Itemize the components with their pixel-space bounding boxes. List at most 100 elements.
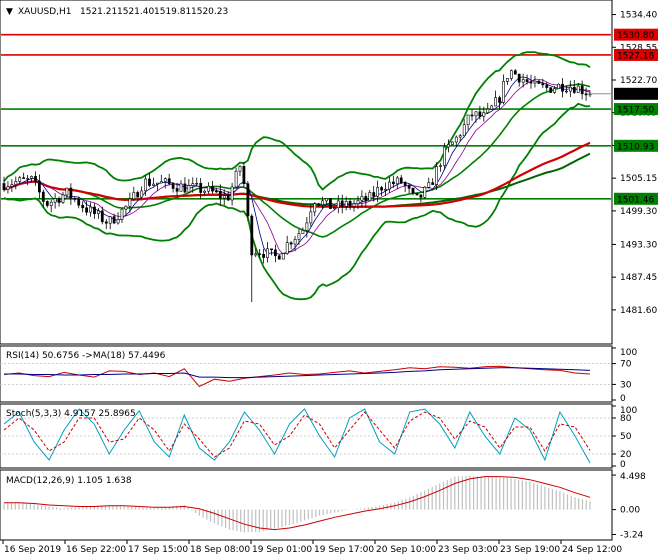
candle-body — [533, 80, 537, 84]
candle-body — [93, 206, 96, 214]
candle-body — [387, 181, 391, 190]
stoch-signal-line — [3, 411, 591, 458]
candle-body — [541, 83, 545, 86]
time-tick-label: 23 Sep 03:00 — [438, 545, 498, 555]
candle-body — [443, 146, 446, 166]
stoch-main-line — [3, 408, 591, 464]
candle-body — [144, 178, 148, 192]
rsi-label: RSI(14) 50.6756 ->MA(18) 57.4496 — [6, 351, 166, 361]
candle-body — [187, 185, 191, 193]
candle-body — [195, 183, 199, 185]
candle-body — [490, 105, 494, 110]
candle-body — [270, 248, 273, 251]
level-tag-label: 1530.80 — [617, 31, 654, 41]
candle-body — [564, 90, 568, 93]
candle-body — [509, 70, 513, 79]
price-tick-label: 1505.15 — [620, 174, 657, 184]
candle-body — [328, 198, 332, 209]
candle-body — [211, 186, 214, 192]
candle-body — [498, 97, 502, 103]
candle-body — [97, 210, 100, 214]
candle-body — [234, 170, 238, 188]
candle-body — [132, 192, 136, 200]
macd-tick-label: 4.498 — [620, 472, 646, 482]
candle-body — [494, 97, 498, 107]
candle-body — [576, 85, 580, 93]
rsi-ma-line — [4, 367, 591, 379]
candle-body — [140, 190, 144, 198]
level-tag-label: 1510.93 — [617, 142, 654, 152]
candle-body — [124, 205, 128, 210]
level-tag-red — [614, 48, 658, 61]
candle-body — [191, 183, 195, 186]
rsi-tick-label: 70 — [620, 360, 632, 370]
time-tick-label: 19 Sep 01:00 — [252, 545, 312, 555]
candle-body — [372, 192, 376, 197]
candle-body — [419, 194, 423, 198]
candle-body — [128, 198, 132, 207]
candle-body — [502, 81, 505, 103]
candle-body — [171, 183, 175, 189]
stoch-tick-label: 80 — [620, 414, 632, 424]
time-tick-label: 20 Sep 10:00 — [376, 545, 436, 555]
candle-body — [423, 186, 427, 198]
candle-body — [199, 183, 203, 193]
time-tick-label: 24 Sep 12:00 — [562, 545, 622, 555]
level-tag-green — [614, 103, 658, 116]
candle-body — [348, 201, 352, 207]
candle-body — [89, 206, 92, 213]
candle-body — [22, 177, 26, 179]
candle-body — [45, 201, 49, 206]
candle-body — [120, 208, 124, 220]
candle-body — [344, 201, 348, 207]
candle-body — [73, 197, 77, 200]
rsi-tick-label: 30 — [620, 380, 632, 390]
candle-body — [478, 111, 482, 117]
candle-body — [384, 188, 387, 191]
candle-body — [262, 254, 266, 258]
level-tag-green — [614, 192, 658, 205]
time-tick-label: 16 Sep 2019 — [4, 545, 61, 555]
candle-body — [258, 253, 262, 255]
candle-body — [407, 185, 411, 189]
candle-body — [470, 114, 474, 117]
candle-body — [561, 83, 564, 92]
macd-pane[interactable] — [0, 469, 613, 541]
macd-label: MACD(12,26,9) 1.105 1.638 — [6, 476, 132, 486]
candle-body — [108, 216, 112, 224]
ma-medium-line — [3, 78, 591, 255]
candle-body — [10, 184, 14, 187]
price-tick-label: 1481.60 — [620, 306, 657, 316]
candle-body — [399, 177, 403, 183]
candle-body — [2, 183, 6, 190]
time-tick-label: 19 Sep 17:00 — [314, 545, 374, 555]
collapse-arrow-icon[interactable]: ▼ — [6, 7, 13, 17]
candle-body — [411, 188, 415, 194]
candle-body — [100, 210, 104, 223]
candle-body — [462, 124, 466, 136]
candle-body — [466, 114, 470, 125]
candle-body — [81, 204, 85, 209]
candle-body — [325, 198, 328, 202]
candle-body — [486, 108, 490, 113]
main-price-pane[interactable] — [0, 0, 613, 345]
candle-body — [513, 70, 517, 75]
candle-body — [376, 187, 380, 197]
level-tag-label: 1501.46 — [617, 195, 654, 205]
stoch-tick-label: 100 — [620, 406, 637, 416]
candle-body — [505, 78, 509, 82]
candle-body — [572, 86, 576, 93]
candle-body — [380, 187, 384, 191]
candle-body — [557, 83, 561, 89]
level-tag-label: 1527.18 — [617, 51, 654, 61]
candle-body — [568, 86, 572, 92]
ohlc-low: 1519.81 — [154, 7, 191, 17]
candle-body — [525, 79, 529, 83]
candle-body — [159, 181, 163, 184]
rsi-tick-label: 0 — [620, 394, 626, 404]
candle-body — [273, 249, 277, 257]
price-tick-label: 1522.70 — [620, 76, 657, 86]
current-price-tag — [614, 87, 658, 100]
